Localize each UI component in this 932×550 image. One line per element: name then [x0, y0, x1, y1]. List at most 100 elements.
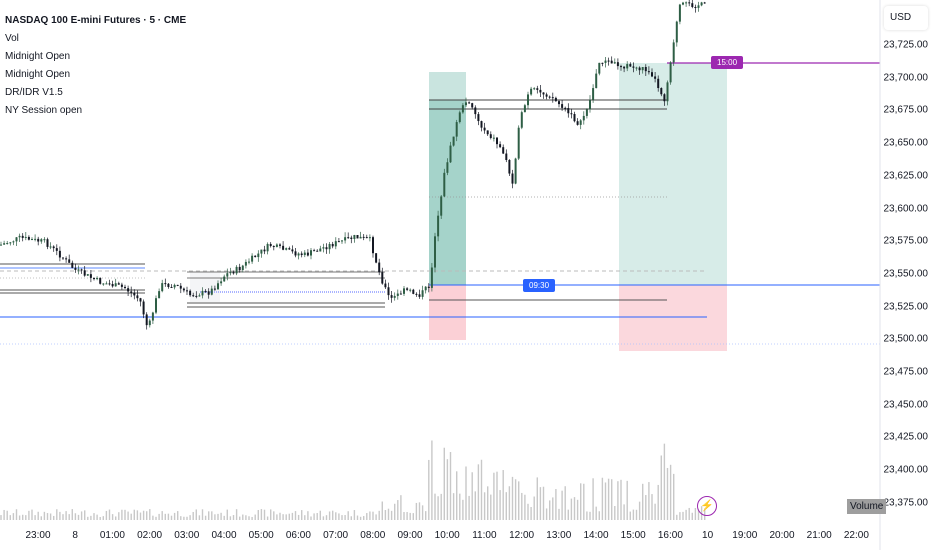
volume-bar: [170, 515, 173, 520]
indicator-midnight-open-2[interactable]: Midnight Open: [5, 69, 71, 80]
volume-bar: [576, 499, 579, 520]
candle-body: [465, 102, 467, 106]
candle-body: [607, 60, 610, 62]
volume-bar: [406, 512, 408, 520]
indicator-dr-idr[interactable]: DR/IDR V1.5: [5, 87, 63, 98]
volume-bar: [183, 516, 185, 520]
volume-pane-label[interactable]: Volume: [847, 499, 887, 514]
volume-bar: [3, 509, 5, 520]
candle-body: [660, 88, 663, 95]
indicator-midnight-open-1[interactable]: Midnight Open: [5, 51, 71, 62]
candle-body: [443, 172, 446, 197]
candle-body: [124, 286, 126, 289]
volume-bar: [291, 512, 294, 520]
price-label: 23,650.00: [883, 137, 929, 149]
candle-body: [350, 237, 353, 239]
volume-bar: [133, 509, 135, 520]
volume-bar: [508, 486, 511, 520]
candle-body: [418, 294, 421, 297]
candle-body: [505, 153, 508, 160]
candle-body: [260, 249, 263, 254]
candle-body: [328, 243, 331, 250]
volume-bar: [679, 512, 681, 520]
volume-bar: [263, 509, 266, 520]
candle-body: [626, 64, 629, 69]
time-label: 05:00: [248, 530, 274, 541]
volume-bar: [688, 507, 690, 520]
candle-body: [229, 272, 232, 274]
candle-body: [514, 158, 517, 184]
volume-bar: [195, 509, 197, 520]
volume-bar: [152, 515, 154, 520]
currency-button[interactable]: USD: [884, 6, 928, 30]
candle-body: [297, 253, 300, 256]
candle-body: [651, 72, 653, 77]
candle-body: [458, 112, 461, 123]
time-label: 01:00: [99, 530, 125, 541]
volume-bar: [614, 506, 616, 520]
volume-bar: [530, 507, 532, 520]
candle-body: [384, 283, 387, 288]
candle-body: [6, 243, 9, 245]
volume-bar: [251, 516, 253, 520]
volume-bar: [186, 516, 188, 520]
candle-body: [477, 114, 480, 122]
time-label: 21:00: [806, 530, 832, 541]
indicator-vol[interactable]: Vol: [5, 33, 19, 44]
volume-bar: [477, 464, 480, 520]
candle-body: [204, 290, 207, 292]
volume-bar: [440, 493, 442, 520]
candle-body: [390, 295, 393, 298]
volume-bar: [40, 516, 42, 520]
price-label: 23,375.00: [883, 497, 929, 509]
volume-bar: [217, 513, 219, 520]
volume-bar: [372, 511, 374, 520]
volume-bar: [99, 516, 101, 520]
volume-bar: [198, 515, 201, 520]
volume-bar: [257, 510, 259, 520]
volume-bar: [456, 471, 458, 520]
volume-bar: [595, 506, 597, 520]
candle-body: [548, 96, 551, 98]
candle-body: [86, 274, 89, 276]
volume-bar: [189, 515, 191, 520]
candle-body: [74, 267, 77, 270]
volume-bar: [9, 515, 11, 520]
volume-bar: [480, 459, 483, 520]
volume-bar: [235, 509, 238, 520]
volume-bar: [96, 514, 98, 520]
volume-bar: [623, 504, 625, 520]
volume-bar: [561, 490, 563, 520]
candle-body: [399, 293, 402, 295]
candle-body: [483, 127, 486, 131]
candle-body: [496, 137, 498, 145]
indicator-ny-session-open[interactable]: NY Session open: [5, 105, 83, 116]
volume-bar: [496, 471, 498, 520]
candle-body: [37, 238, 40, 242]
symbol-title[interactable]: NASDAQ 100 E-mini Futures · 5 · CME: [5, 15, 187, 26]
volume-bar: [580, 483, 582, 520]
price-label: 23,550.00: [883, 268, 929, 280]
volume-bar: [232, 515, 235, 520]
candle-body: [669, 62, 672, 83]
candle-body: [688, 2, 691, 4]
time-label: 03:00: [174, 530, 200, 541]
candle-body: [282, 245, 285, 250]
candle-body: [347, 237, 350, 239]
volume-bar: [322, 516, 325, 520]
candle-body: [173, 284, 176, 288]
candle-body: [167, 283, 170, 287]
candle-body: [117, 283, 120, 285]
volume-bar: [22, 514, 24, 520]
price-label: 23,400.00: [883, 464, 929, 476]
time-label: 10:00: [434, 530, 460, 541]
volume-bar: [635, 509, 638, 520]
candle-body: [151, 312, 154, 321]
volume-bar: [201, 509, 204, 520]
lightning-icon[interactable]: ⚡: [697, 496, 717, 516]
volume-bar: [592, 478, 594, 520]
volume-bar: [341, 515, 343, 520]
volume-bar: [226, 509, 228, 520]
